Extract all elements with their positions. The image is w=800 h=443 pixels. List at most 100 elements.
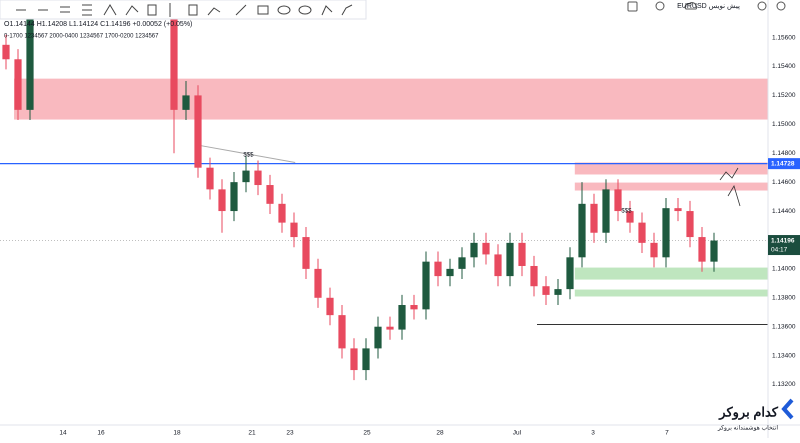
arrow-drawings bbox=[719, 167, 741, 207]
candle-body bbox=[182, 95, 190, 110]
zone bbox=[574, 162, 768, 175]
watermark-logo bbox=[781, 398, 794, 420]
candle-body bbox=[506, 242, 514, 277]
y-tick-label: 1.15400 bbox=[772, 63, 796, 70]
candle-body bbox=[578, 203, 586, 258]
candle-body bbox=[326, 297, 334, 316]
candle-body bbox=[710, 240, 718, 262]
candle-body bbox=[350, 348, 358, 371]
candle-body bbox=[206, 167, 214, 190]
candle-body bbox=[698, 237, 706, 262]
x-tick-label: Jul bbox=[513, 430, 522, 437]
zone bbox=[574, 182, 768, 191]
candle-body bbox=[650, 242, 658, 258]
settings-icon[interactable] bbox=[655, 1, 665, 11]
session-info: 0-1700 1234567 2000-0400 1234567 1700-02… bbox=[4, 34, 159, 40]
y-tick-label: 1.13200 bbox=[772, 381, 796, 388]
watermark-brand: کدام بروکر bbox=[718, 404, 779, 420]
price-label-box bbox=[768, 235, 800, 256]
y-tick-label: 1.15200 bbox=[772, 92, 796, 99]
layout-icon[interactable] bbox=[627, 1, 638, 12]
candle-body bbox=[2, 44, 10, 60]
candle-body bbox=[470, 242, 478, 258]
candle-body bbox=[338, 315, 346, 349]
y-tick-label: 1.14800 bbox=[772, 150, 796, 157]
candle-body bbox=[626, 211, 634, 223]
candle-body bbox=[518, 242, 526, 266]
candle-body bbox=[170, 0, 178, 110]
y-tick-label: 1.14400 bbox=[772, 208, 796, 215]
y-tick-label: 1.14600 bbox=[772, 179, 796, 186]
trend-line bbox=[200, 145, 296, 163]
candle-body bbox=[230, 182, 238, 212]
y-tick-label: 1.13800 bbox=[772, 295, 796, 302]
toolbar-icons[interactable] bbox=[16, 3, 353, 17]
x-tick-label: 18 bbox=[173, 430, 181, 437]
candle-body bbox=[614, 189, 622, 212]
x-tick-label: 3 bbox=[591, 430, 595, 437]
candle-body bbox=[482, 242, 490, 255]
x-tick-label: 7 bbox=[665, 430, 669, 437]
cloud-icon[interactable] bbox=[684, 2, 698, 10]
annotation: $$$ bbox=[621, 209, 632, 215]
candle-body bbox=[242, 170, 250, 183]
candle-body bbox=[554, 289, 562, 295]
x-tick-label: 25 bbox=[363, 430, 371, 437]
watermark: کدام بروکر انتخاب هوشمندانه بروکر bbox=[717, 398, 794, 432]
y-tick-label: 1.13600 bbox=[772, 323, 796, 330]
candle-body bbox=[14, 59, 22, 110]
price-label: 1.14728 bbox=[771, 160, 795, 167]
symbol-title: EURUSD پیش نویس bbox=[677, 3, 740, 10]
candle-body bbox=[410, 305, 418, 310]
candle-body bbox=[590, 203, 598, 233]
zone bbox=[14, 78, 768, 120]
candle-body bbox=[494, 254, 502, 277]
candle-body bbox=[458, 257, 466, 269]
candle-body bbox=[302, 237, 310, 269]
camera-icon[interactable] bbox=[757, 1, 767, 11]
price-label-box bbox=[768, 158, 800, 170]
candle-body bbox=[398, 305, 406, 330]
candle-body bbox=[602, 189, 610, 233]
x-tick-label: 23 bbox=[286, 430, 294, 437]
x-tick-label: 28 bbox=[436, 430, 444, 437]
candle-body bbox=[530, 265, 538, 287]
top-right-icons[interactable] bbox=[627, 1, 786, 12]
candle-body bbox=[266, 185, 274, 204]
countdown-label: 04:17 bbox=[771, 246, 788, 253]
x-tick-label: 14 bbox=[59, 430, 67, 437]
candle-body bbox=[566, 257, 574, 290]
x-tick-label: 16 bbox=[97, 430, 105, 437]
ohlc-info: O1.14144 H1.14208 L1.14124 C1.14196 +0.0… bbox=[4, 21, 192, 28]
annotation: $$$ bbox=[243, 152, 254, 158]
candle-body bbox=[254, 170, 262, 186]
candle-body bbox=[362, 348, 370, 371]
candle-body bbox=[638, 222, 646, 243]
candle-body bbox=[314, 268, 322, 298]
candle-body bbox=[194, 95, 202, 168]
candle-body bbox=[422, 261, 430, 310]
candle-body bbox=[446, 268, 454, 277]
candle-body bbox=[290, 222, 298, 238]
y-tick-label: 1.15000 bbox=[772, 121, 796, 128]
candle-body bbox=[434, 261, 442, 277]
candle-body bbox=[662, 208, 670, 258]
watermark-tagline: انتخاب هوشمندانه بروکر bbox=[717, 425, 778, 432]
y-tick-label: 1.13400 bbox=[772, 352, 796, 359]
candle-body bbox=[542, 286, 550, 295]
candle-body bbox=[674, 208, 682, 212]
zone bbox=[574, 267, 768, 280]
y-tick-label: 1.14000 bbox=[772, 266, 796, 273]
drawing-toolbar[interactable] bbox=[0, 0, 367, 20]
candle-body bbox=[374, 326, 382, 349]
zone bbox=[574, 289, 768, 297]
candle-body bbox=[218, 189, 226, 212]
price-label: 1.14196 bbox=[771, 237, 795, 244]
x-tick-label: 21 bbox=[248, 430, 256, 437]
gear-icon[interactable] bbox=[776, 1, 786, 11]
candle-body bbox=[386, 326, 394, 330]
y-tick-label: 1.15600 bbox=[772, 34, 796, 41]
candle-body bbox=[26, 8, 34, 110]
